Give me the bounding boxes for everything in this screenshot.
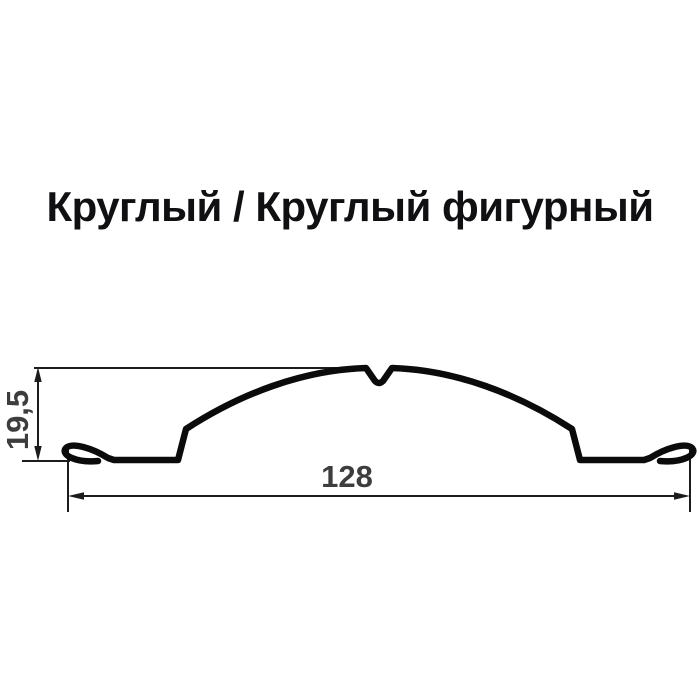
height-dimension-label: 19,5 bbox=[0, 390, 35, 450]
page-title: Круглый / Круглый фигурный bbox=[46, 183, 654, 230]
height-dimension: 19,5 bbox=[0, 367, 42, 461]
width-dimension: 128 bbox=[68, 459, 690, 500]
height-dim-arrow-down-icon bbox=[34, 446, 42, 461]
height-dim-arrow-up-icon bbox=[34, 367, 42, 382]
profile-outline bbox=[61, 364, 697, 465]
width-dim-arrow-left-icon bbox=[68, 492, 84, 500]
width-dimension-label: 128 bbox=[321, 459, 373, 494]
width-dim-arrow-right-icon bbox=[674, 492, 690, 500]
